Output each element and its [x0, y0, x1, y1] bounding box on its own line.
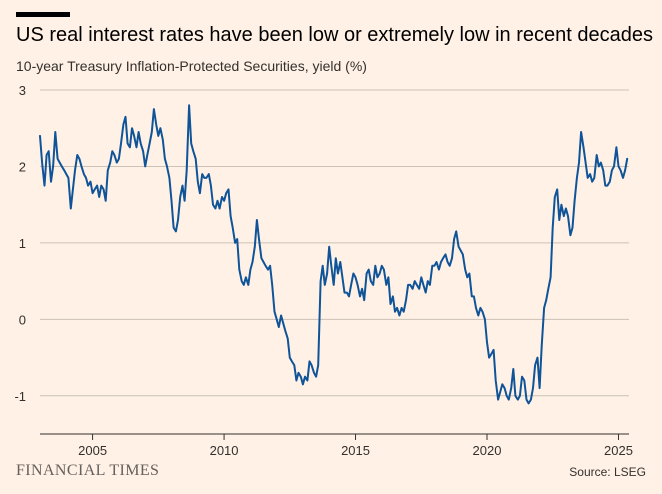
x-tick-label: 2025 — [604, 443, 633, 458]
series-group — [39, 104, 629, 405]
chart-title: US real interest rates have been low or … — [16, 24, 653, 46]
x-tick-label: 2005 — [78, 443, 107, 458]
source-note: Source: LSEG — [569, 465, 646, 479]
chart-subtitle: 10-year Treasury Inflation-Protected Sec… — [16, 58, 367, 74]
ft-brand-logo: FINANCIAL TIMES — [16, 462, 160, 479]
y-axis: 3 2 1 0 -1 — [14, 83, 26, 404]
series-line — [39, 104, 629, 405]
y-tick-label: 3 — [19, 83, 26, 98]
x-tick-label: 2010 — [210, 443, 239, 458]
x-tick-label: 2020 — [473, 443, 502, 458]
y-tick-label: 0 — [19, 312, 26, 327]
y-tick-label: 1 — [19, 236, 26, 251]
x-axis: 2005 2010 2015 2020 2025 — [40, 433, 633, 458]
y-tick-label: -1 — [14, 389, 26, 404]
x-tick-label: 2015 — [341, 443, 370, 458]
y-tick-label: 2 — [19, 159, 26, 174]
ft-topbar — [16, 12, 70, 17]
